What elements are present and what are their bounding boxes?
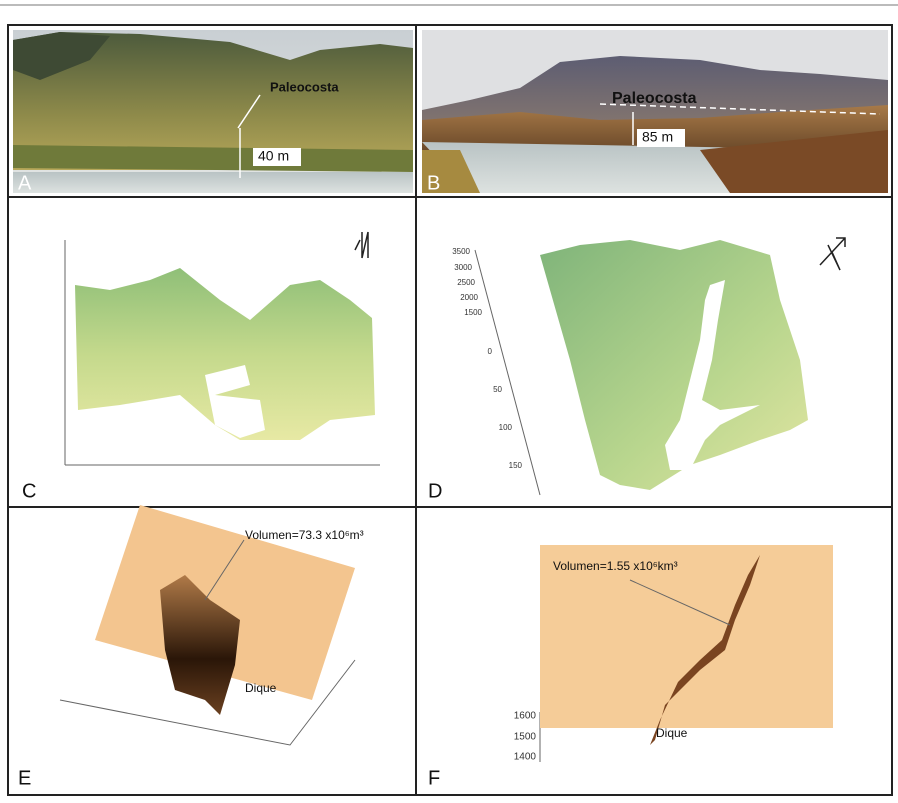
axis-tick-label: 0	[488, 347, 493, 356]
panel-e: Volumen=73.3 x10⁶m³ Dique E	[18, 505, 364, 789]
label: Paleocosta	[270, 79, 339, 94]
dam-label: Dique	[245, 681, 277, 695]
height-label: 40 m	[258, 148, 289, 164]
panel-b: Paleocosta 85 m B	[422, 30, 888, 194]
axis-tick-label: 1400	[514, 752, 537, 763]
axis-tick-label: 2000	[460, 293, 478, 302]
panel-c: C	[22, 232, 380, 502]
dam-label: Dique	[656, 726, 688, 740]
panel-letter: F	[428, 767, 440, 789]
north-arrow	[355, 232, 368, 258]
axis-tick-label: 1500	[514, 732, 537, 743]
panel-a: Paleocosta 40 m A	[13, 30, 413, 194]
panel-letter: D	[428, 480, 442, 502]
axis-tick-label: 150	[509, 461, 523, 470]
panel-letter: A	[18, 172, 32, 194]
axis-tick-label: 1500	[464, 308, 482, 317]
panel-d: 3500 3000 2500 2000 1500 0 50 100 150 D	[428, 238, 845, 502]
volume-label: Volumen=73.3 x10⁶m³	[245, 528, 364, 542]
axis-tick-label: 100	[499, 423, 513, 432]
axis-tick-label: 3000	[454, 263, 472, 272]
axis-tick-label: 3500	[452, 247, 470, 256]
label: Paleocosta	[612, 90, 697, 107]
axis-tick-label: 50	[493, 385, 502, 394]
volume-label: Volumen=1.55 x10⁶km³	[553, 559, 678, 573]
north-arrow	[820, 238, 845, 270]
figure: Paleocosta 40 m A Paleocosta 85 m B C 35…	[0, 0, 898, 803]
axis-tick-label: 2500	[457, 278, 475, 287]
height-label: 85 m	[642, 129, 673, 145]
panel-letter: C	[22, 480, 36, 502]
panel-letter: E	[18, 767, 31, 789]
axis	[475, 250, 540, 495]
panel-letter: B	[427, 172, 440, 194]
lake	[13, 172, 413, 193]
axis-tick-label: 1600	[514, 711, 537, 722]
panel-f: 1600 1500 1400 Volumen=1.55 x10⁶km³ Diqu…	[428, 545, 833, 789]
